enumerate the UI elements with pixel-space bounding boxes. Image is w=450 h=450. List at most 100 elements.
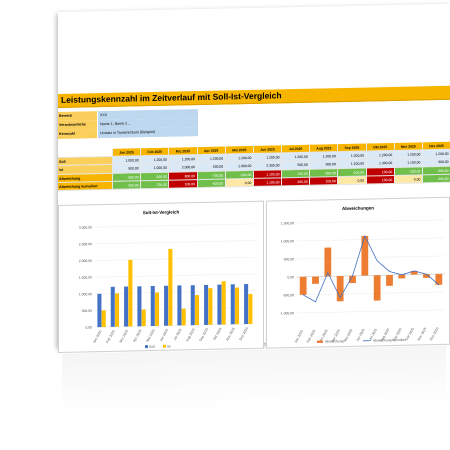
line-point [302, 294, 304, 296]
table-header-cell: Mrz 2025 [168, 147, 197, 155]
line-point [413, 270, 415, 272]
table-cell[interactable]: 0,00 [337, 176, 366, 185]
line-point [376, 260, 378, 262]
table-row-label: Abweichung [58, 173, 112, 182]
table-cell[interactable]: 1.200,00 [365, 151, 394, 159]
legend-swatch [145, 345, 148, 349]
table-cell[interactable]: 100,00 [365, 167, 394, 176]
bar-soll [97, 293, 102, 328]
gridline [297, 309, 445, 314]
table-cell[interactable]: -100,00 [393, 166, 422, 175]
y-tick-label: 1.500,00 [281, 221, 294, 225]
bar-ist [141, 309, 146, 327]
table-cell[interactable]: -300,00 [421, 174, 450, 183]
line-point [352, 275, 353, 277]
bar-soll [177, 285, 182, 326]
table-header-cell: Jun 2025 [252, 145, 282, 154]
table-cell[interactable]: -300,00 [309, 168, 338, 177]
table-header-corner [58, 148, 112, 158]
line-point [364, 235, 366, 237]
table-cell[interactable]: -200,00 [140, 172, 169, 181]
table-cell[interactable]: -100,00 [337, 168, 366, 176]
table-cell[interactable]: 100,00 [168, 179, 197, 188]
table-cell[interactable]: -500,00 [112, 181, 141, 189]
table-cell[interactable]: 900,00 [309, 160, 338, 169]
gridline [95, 257, 255, 261]
bar-ist [221, 281, 226, 325]
table-cell[interactable]: -300,00 [421, 166, 450, 175]
table-cell[interactable]: 500,00 [281, 161, 310, 169]
x-tick-label: Aug 2025 [185, 328, 196, 343]
table-cell[interactable]: -700,00 [281, 169, 310, 178]
table-cell[interactable]: 1.100,00 [252, 169, 282, 178]
y-tick-label: 0,00 [287, 275, 294, 279]
x-tick-label: Mai 2025 [343, 328, 353, 342]
table-cell[interactable]: 900,00 [421, 158, 450, 166]
table-cell[interactable]: 1.100,00 [252, 178, 282, 186]
table-cell[interactable]: 100,00 [365, 175, 394, 184]
bar-soll [217, 284, 222, 325]
x-tick-label: Apr 2025 [132, 329, 142, 343]
table-header-cell: Sep 2025 [337, 143, 366, 152]
table-cell[interactable]: 1.100,00 [337, 159, 366, 168]
table-cell[interactable]: 0,00 [224, 178, 253, 187]
y-tick-label: 3.000,00 [79, 225, 92, 229]
table-cell[interactable]: -500,00 [112, 172, 141, 181]
x-tick-label: Mrz 2025 [119, 329, 130, 343]
meta-value-field[interactable]: Umsatz in Tausend Euro (Beispiel) [98, 127, 198, 138]
table-cell[interactable]: 2.300,00 [252, 161, 282, 170]
bar-ist [101, 310, 106, 328]
table-cell[interactable]: 1.300,00 [365, 159, 394, 168]
table-cell[interactable]: -700,00 [196, 171, 225, 179]
table-cell[interactable]: 0,00 [393, 175, 422, 183]
table-cell[interactable]: -700,00 [140, 180, 169, 189]
table-cell[interactable]: 1.000,00 [224, 162, 253, 171]
table-cell[interactable]: 1.200,00 [421, 149, 450, 158]
table-cell[interactable]: 500,00 [196, 162, 225, 171]
y-tick-label: 0,00 [85, 325, 92, 329]
soll-ist-chart-panel[interactable]: Soll-Ist-Vergleich 0,00 500,00 1.000,00 1.5… [58, 200, 264, 353]
x-tick-label: Nov 2025 [417, 327, 428, 342]
table-cell[interactable]: 1.200,00 [224, 154, 253, 162]
table-cell[interactable]: 1.200,00 [393, 150, 422, 159]
table-cell[interactable]: 1.000,00 [140, 164, 169, 172]
table-cell[interactable]: 1.200,00 [252, 153, 282, 162]
table-header-cell: Mai 2025 [224, 145, 253, 154]
bar-abweichung [349, 275, 356, 284]
table-cell[interactable]: 1.200,00 [168, 155, 197, 164]
meta-block: Bereich XXX Verantwortliche Name 1, Name… [58, 108, 258, 139]
table-cell[interactable]: 1.200,00 [309, 152, 338, 161]
y-tick-label: 1.000,00 [281, 239, 294, 243]
abweichungen-chart-panel[interactable]: Abweichungen -1.000,00 -500,00 0,00 500,00 1… [266, 196, 450, 349]
table-cell[interactable]: 100,00 [309, 176, 338, 185]
table-cell[interactable]: 1.200,00 [196, 154, 225, 163]
table-header-cell: Dez 2025 [421, 141, 450, 150]
bar-soll [124, 286, 129, 327]
table-cell[interactable]: 1.200,00 [337, 151, 366, 160]
table-cell[interactable]: -600,00 [196, 179, 225, 188]
table-cell[interactable]: 2.000,00 [168, 163, 197, 172]
table-header-cell: Aug 2025 [309, 144, 338, 152]
table-cell[interactable]: 1.100,00 [393, 158, 422, 167]
bar-soll [230, 284, 235, 325]
bar-abweichung [386, 274, 393, 286]
legend-label: Ist [167, 344, 171, 348]
table-cell[interactable]: 1.200,00 [281, 152, 310, 161]
meta-label: Kennzahl [58, 129, 98, 139]
bar-ist [208, 288, 213, 325]
line-point [315, 301, 316, 303]
legend-label: Abweichung kumuliert [373, 338, 406, 343]
table-cell[interactable]: 400,00 [281, 177, 310, 186]
table-cell[interactable]: 1.200,00 [140, 155, 169, 164]
line-point [426, 273, 427, 275]
gridline [95, 273, 255, 278]
abweichungen-chart: -1.000,00 -500,00 0,00 500,00 1.000,00 1.500,… [280, 219, 445, 344]
table-cell[interactable]: 800,00 [168, 171, 197, 180]
x-tick-label: Sep 2025 [392, 327, 403, 342]
soll-ist-chart: 0,00 500,00 1.000,00 1.500,00 2.000,00 2.500,… [79, 223, 255, 349]
table-cell[interactable]: 1.000,00 [112, 156, 141, 165]
table-cell[interactable]: 500,00 [112, 164, 141, 173]
bar-abweichung [435, 273, 443, 285]
table-cell[interactable]: -200,00 [224, 170, 253, 179]
gridline [297, 255, 445, 260]
